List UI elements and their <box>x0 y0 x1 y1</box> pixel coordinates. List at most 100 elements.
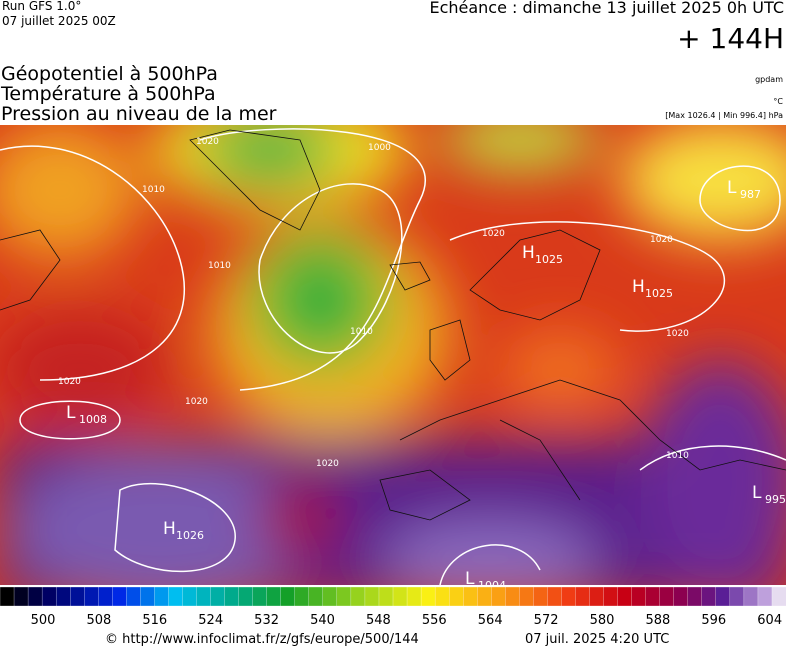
color-swatch <box>294 586 310 607</box>
color-swatch <box>84 586 99 607</box>
color-swatch <box>41 586 57 607</box>
colorbar-label: 516 <box>142 613 167 628</box>
contour-label: 1000 <box>368 143 391 153</box>
pressure-center: L <box>66 403 76 423</box>
title: Pression au niveau de la mer <box>1 103 277 125</box>
color-swatch <box>308 586 324 607</box>
pressure-center: L <box>727 178 737 198</box>
color-swatch <box>392 586 408 607</box>
contour-label: 1010 <box>350 327 373 337</box>
color-swatch <box>0 586 15 607</box>
colorbar-label: 580 <box>590 613 615 628</box>
lead-time: + 144H <box>677 22 784 55</box>
color-swatch <box>13 586 29 607</box>
color-swatch <box>336 586 352 607</box>
colorbar-label: 548 <box>366 613 391 628</box>
pressure-center: L <box>465 569 475 589</box>
color-swatch <box>98 586 113 607</box>
credit: gpdam <box>755 75 783 84</box>
colorbar-label: 500 <box>31 613 56 628</box>
color-swatch <box>687 586 703 607</box>
pressure-value: 1025 <box>535 253 563 266</box>
title: Géopotentiel à 500hPa <box>1 63 218 85</box>
map <box>0 125 786 585</box>
color-swatch <box>168 586 184 607</box>
unit: °C <box>773 97 783 106</box>
contour-label: 1010 <box>142 185 165 195</box>
color-swatch <box>112 586 127 607</box>
colorbar-label: 604 <box>757 613 782 628</box>
color-swatch <box>434 586 450 607</box>
color-swatch <box>631 586 647 607</box>
pressure-center: H <box>632 277 645 297</box>
contour-label: 1020 <box>316 459 339 469</box>
contour-label: 1020 <box>482 229 505 239</box>
color-swatch <box>280 586 296 607</box>
color-swatch <box>729 586 745 607</box>
color-swatch <box>715 586 731 607</box>
contour-label: 1020 <box>666 329 689 339</box>
color-swatch <box>603 586 619 607</box>
color-swatch <box>154 586 170 607</box>
color-swatch <box>701 586 717 607</box>
valid-time: Echéance : dimanche 13 juillet 2025 0h U… <box>429 0 784 17</box>
pressure-value: 987 <box>740 188 761 201</box>
color-swatch <box>448 586 464 607</box>
colorbar-label: 532 <box>254 613 279 628</box>
color-swatch <box>350 586 366 607</box>
contour-label: 1020 <box>650 235 673 245</box>
color-swatch <box>27 586 43 607</box>
color-swatch <box>364 586 380 607</box>
pressure-value: 1008 <box>79 413 107 426</box>
color-swatch <box>505 586 520 607</box>
color-swatch <box>140 586 156 607</box>
color-swatch <box>55 586 71 607</box>
pressure-center: H <box>163 519 176 539</box>
contour-label: 1020 <box>196 137 219 147</box>
color-swatch <box>126 586 142 607</box>
title: Température à 500hPa <box>0 83 216 105</box>
color-swatch <box>420 586 436 607</box>
color-swatch <box>491 586 506 607</box>
color-swatch <box>196 586 212 607</box>
range: [Max 1026.4 | Min 996.4] hPa <box>665 111 783 120</box>
colorbar-label: 524 <box>198 613 223 628</box>
color-swatch <box>477 586 492 607</box>
pressure-value: 995 <box>765 493 786 506</box>
contour-label: 1010 <box>208 261 231 271</box>
color-swatch <box>575 586 591 607</box>
url: © http://www.infoclimat.fr/z/gfs/europe/… <box>105 632 419 647</box>
coastlines <box>0 129 786 521</box>
contour-label: 1020 <box>58 377 81 387</box>
run: Run GFS 1.0° <box>2 0 81 13</box>
colorbar-label: 540 <box>310 613 335 628</box>
color-swatch <box>378 586 394 607</box>
color-swatch <box>757 586 773 607</box>
color-swatch <box>463 586 478 607</box>
color-swatch <box>589 586 605 607</box>
colorbar: 500 508 516 524 532 540 548 556 564 572 580 588 596 6… <box>0 586 786 628</box>
color-swatch <box>617 586 633 607</box>
color-swatch <box>645 586 661 607</box>
colorbar-label: 572 <box>534 613 559 628</box>
color-swatch <box>252 586 268 607</box>
colorbar-label: 596 <box>701 613 726 628</box>
color-swatch <box>659 586 675 607</box>
color-swatch <box>771 586 786 607</box>
run-date: 07 juillet 2025 00Z <box>2 14 116 28</box>
color-swatch <box>224 586 240 607</box>
color-swatch <box>533 586 549 607</box>
pressure-value: 1026 <box>176 529 204 542</box>
colorbar-label: 556 <box>422 613 447 628</box>
color-swatch <box>238 586 254 607</box>
color-swatch <box>743 586 759 607</box>
colorbar-label: 564 <box>478 613 503 628</box>
contour-label: 1020 <box>185 397 208 407</box>
color-swatch <box>547 586 563 607</box>
pressure-center: L <box>752 483 762 503</box>
color-swatch <box>182 586 198 607</box>
color-swatch <box>561 586 577 607</box>
pressure-value: 1025 <box>645 287 673 300</box>
